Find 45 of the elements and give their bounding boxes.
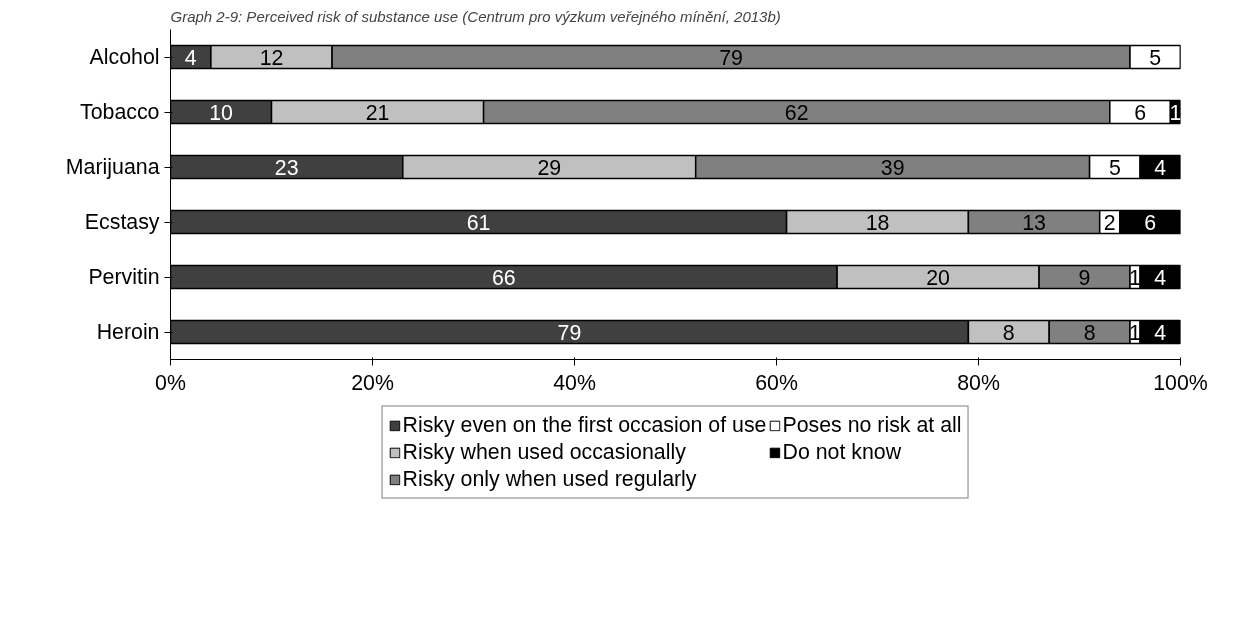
x-tick-label: 60% <box>755 370 798 395</box>
legend-label: Risky when used occasionally <box>402 439 686 465</box>
data-label: 10 <box>209 100 233 125</box>
data-label: 8 <box>1002 320 1015 345</box>
data-label: 66 <box>491 265 516 290</box>
data-label: 29 <box>537 155 562 180</box>
data-label: 62 <box>784 100 809 125</box>
legend-label: Risky only when used regularly <box>402 466 697 492</box>
x-tick-label: 100% <box>1153 370 1208 395</box>
legend-label: Risky even on the first occasion of use <box>402 412 767 438</box>
data-label: 13 <box>1022 210 1046 235</box>
chart-title: Graph 2-9: Perceived risk of substance use (Centrum pro výzkum veřejného mínění, 2013b) <box>170 7 781 25</box>
data-label: 39 <box>880 155 905 180</box>
data-label: 20 <box>926 265 951 290</box>
data-label: 4 <box>1154 155 1167 180</box>
data-label: 6 <box>1134 100 1147 125</box>
y-tick-label: Alcohol <box>89 45 160 69</box>
data-label: 79 <box>557 320 582 345</box>
data-label: 4 <box>184 45 197 70</box>
data-label: 5 <box>1149 45 1162 70</box>
data-label: 6 <box>1144 210 1157 235</box>
legend-label: Do not know <box>782 439 902 465</box>
y-tick-label: Pervitin <box>88 265 160 289</box>
data-label: 21 <box>365 100 390 125</box>
data-label: 9 <box>1078 265 1091 290</box>
legend-label: Poses no risk at all <box>782 412 962 438</box>
data-label: 79 <box>719 45 743 70</box>
data-label: 23 <box>274 155 299 180</box>
y-tick-label: Heroin <box>96 320 160 344</box>
x-tick-label: 0% <box>155 370 186 395</box>
data-label: 1 <box>1169 100 1182 125</box>
data-label: 5 <box>1108 155 1121 180</box>
y-tick-label: Ecstasy <box>84 210 160 234</box>
x-tick-label: 80% <box>957 370 1000 395</box>
data-label: 8 <box>1083 320 1096 345</box>
data-label: 2 <box>1103 210 1116 235</box>
data-label: 12 <box>259 45 284 70</box>
y-tick-label: Marijuana <box>65 155 160 179</box>
x-tick-label: 20% <box>351 370 394 395</box>
data-label: 61 <box>466 210 491 235</box>
x-tick-label: 40% <box>553 370 596 395</box>
y-tick-label: Tobacco <box>80 100 160 124</box>
data-label: 18 <box>865 210 890 235</box>
data-label: 4 <box>1154 320 1167 345</box>
data-label: 4 <box>1154 265 1167 290</box>
